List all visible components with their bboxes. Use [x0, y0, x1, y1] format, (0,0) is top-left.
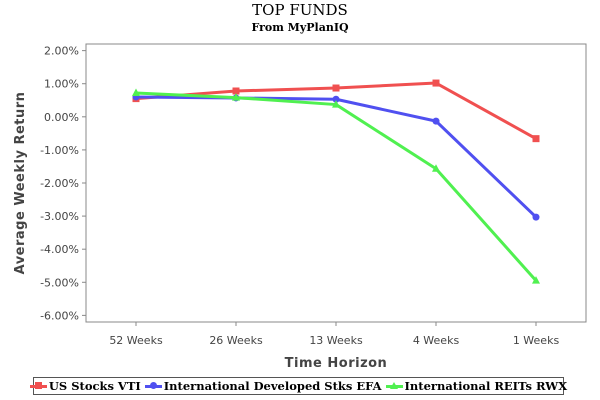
data-point [432, 117, 440, 125]
data-point [532, 213, 540, 221]
legend-label: International REITs RWX [404, 379, 568, 393]
y-tick-label: -3.00% [40, 210, 79, 223]
x-axis-title: Time Horizon [285, 356, 388, 371]
y-tick-label: 0.00% [44, 111, 79, 124]
data-point [232, 87, 240, 95]
data-point [432, 164, 440, 172]
legend-item: International Developed Stks EFA [144, 379, 382, 393]
legend-label: International Developed Stks EFA [163, 379, 382, 393]
legend-item: US Stocks VTI [29, 379, 141, 393]
chart-legend: US Stocks VTI International Developed Stk… [29, 377, 567, 395]
y-axis-title: Average Weekly Return [13, 92, 28, 275]
data-point [132, 88, 140, 96]
x-tick-label: 4 Weeks [413, 334, 460, 347]
data-point [532, 135, 540, 143]
legend-label: US Stocks VTI [48, 379, 141, 393]
y-tick-label: -6.00% [40, 309, 79, 322]
data-point [232, 93, 240, 101]
legend-swatch [385, 381, 403, 391]
chart-subtitle: From MyPlanIQ [251, 21, 349, 34]
y-tick-label: -4.00% [40, 243, 79, 256]
y-tick-label: -2.00% [40, 177, 79, 190]
series-3 [132, 88, 540, 284]
data-point [432, 79, 440, 87]
y-tick-label: -1.00% [40, 144, 79, 157]
x-tick-label: 26 Weeks [209, 334, 263, 347]
data-point [332, 100, 340, 108]
x-tick-label: 1 Weeks [513, 334, 560, 347]
legend-item: International REITs RWX [385, 379, 568, 393]
x-tick-label: 52 Weeks [109, 334, 163, 347]
x-tick-label: 13 Weeks [309, 334, 363, 347]
legend-swatch [144, 381, 162, 391]
y-tick-label: -5.00% [40, 276, 79, 289]
data-point [532, 276, 540, 284]
y-tick-label: 2.00% [44, 45, 79, 58]
data-point [332, 84, 340, 92]
data-point [332, 95, 340, 103]
chart-title: TOP FUNDS [252, 1, 348, 19]
legend-swatch [29, 381, 47, 391]
y-tick-label: 1.00% [44, 78, 79, 91]
